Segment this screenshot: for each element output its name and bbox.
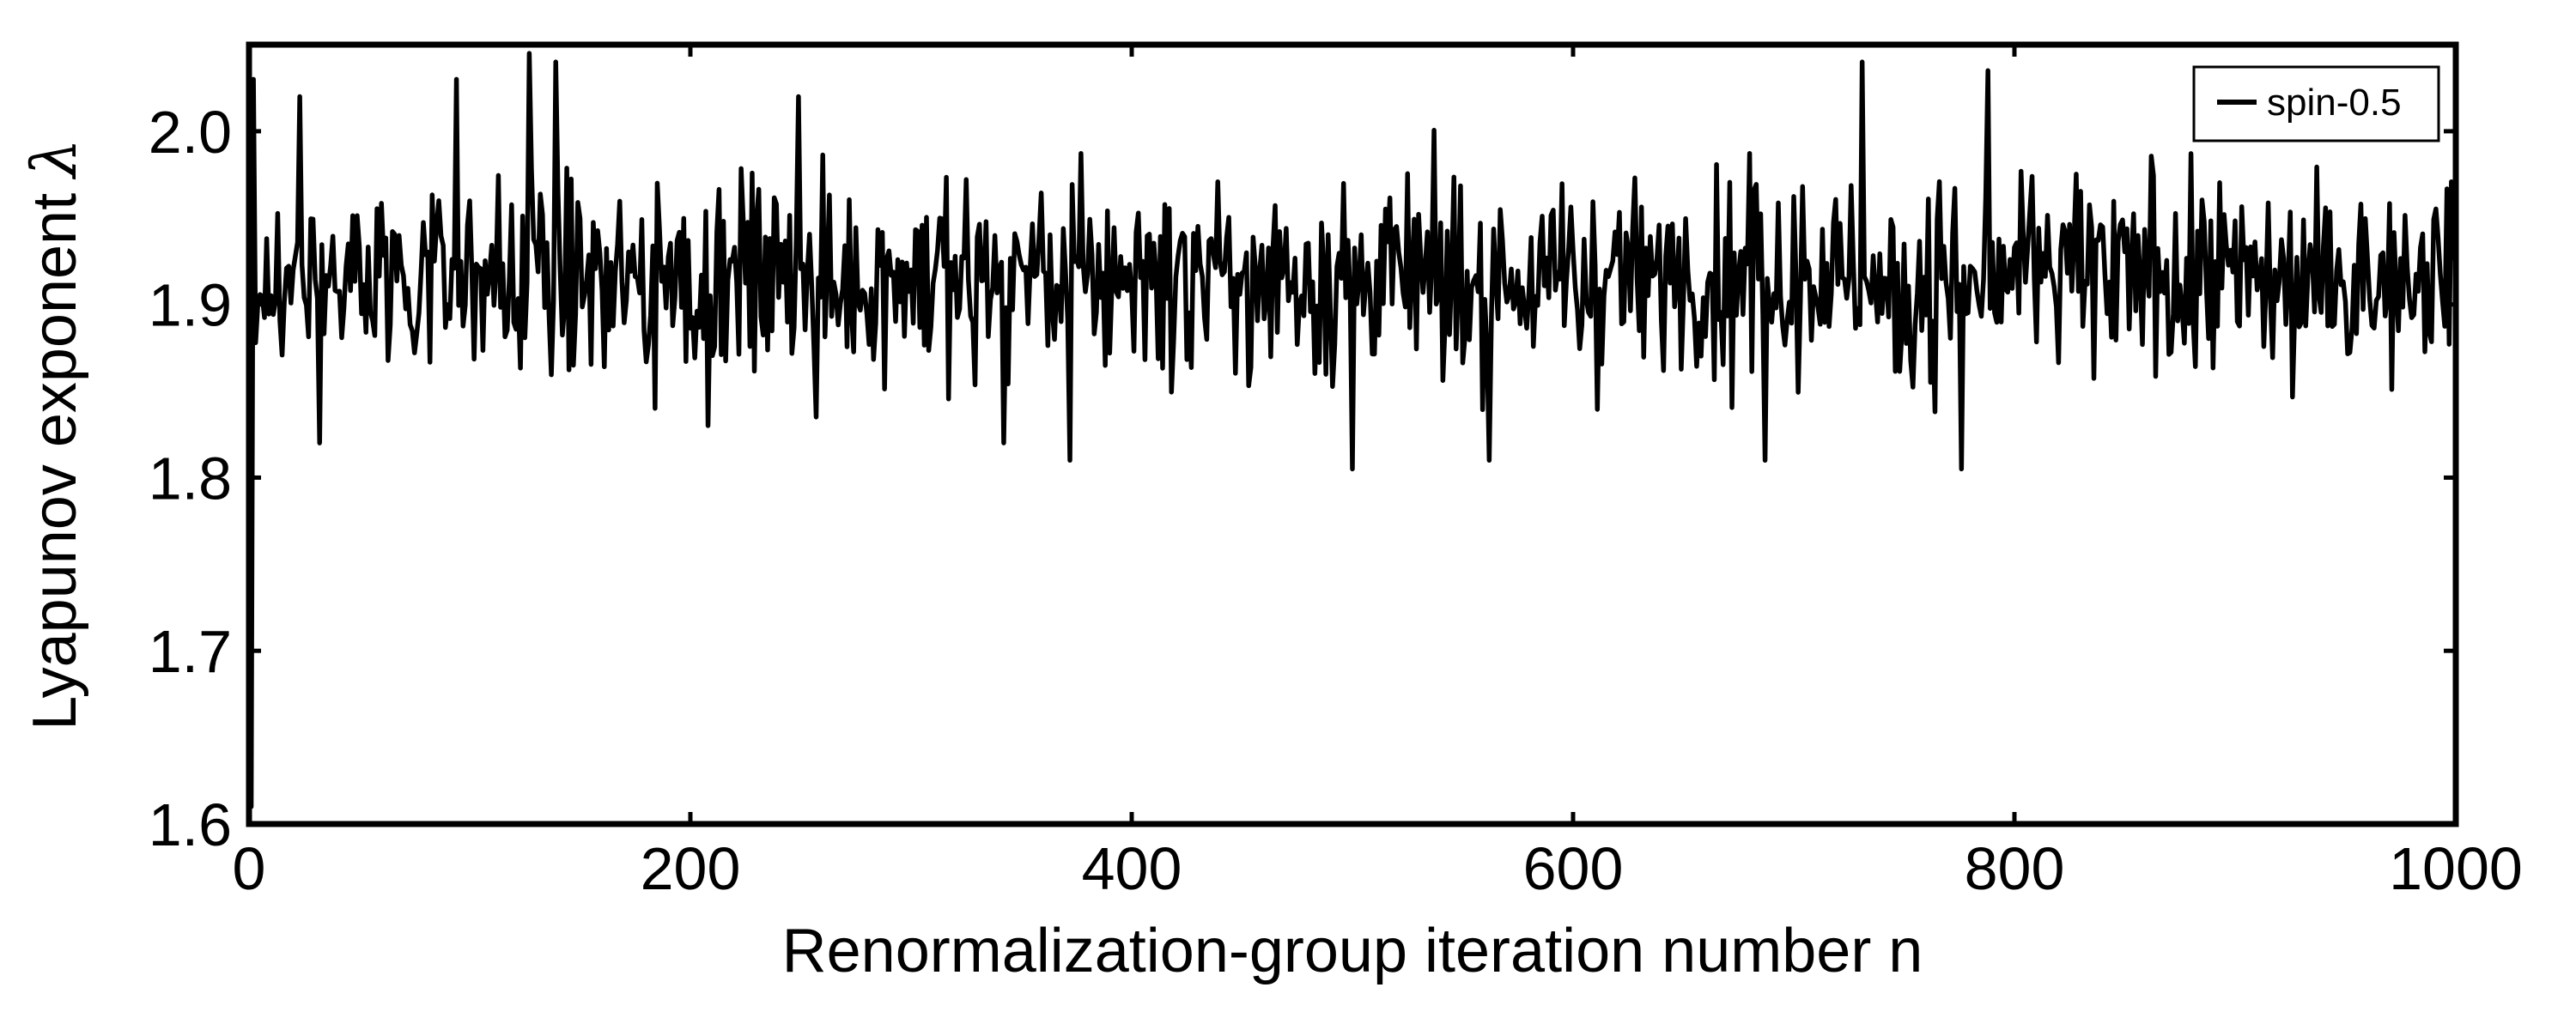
y-tick-label: 1.6 [149,791,232,858]
y-tick-label: 1.9 [149,272,232,339]
x-tick-label: 200 [641,835,741,902]
x-tick-label: 800 [1965,835,2065,902]
tick-labels: 0 200 400 600 800 1000 1.6 1.7 1.8 1.9 2.0 [149,99,2523,902]
x-axis-title: Renormalization-group iteration number n [782,917,1923,985]
y-tick-label: 2.0 [149,99,232,166]
legend-label-spin-0.5: spin-0.5 [2267,82,2402,124]
x-tick-label: 600 [1523,835,1624,902]
y-tick-label: 1.7 [149,618,232,685]
y-axis-title-symbol: λ [18,138,90,180]
legend: spin-0.5 [2194,67,2439,141]
series-line-spin-0.5 [252,53,2456,807]
x-tick-label: 400 [1082,835,1182,902]
x-tick-label: 0 [233,835,266,902]
x-tick-label: 1000 [2389,835,2523,902]
y-tick-label: 1.8 [149,445,232,512]
y-axis-title: Lyapunov exponent λ [18,138,90,730]
y-axis-title-text: Lyapunov exponent [21,193,89,730]
